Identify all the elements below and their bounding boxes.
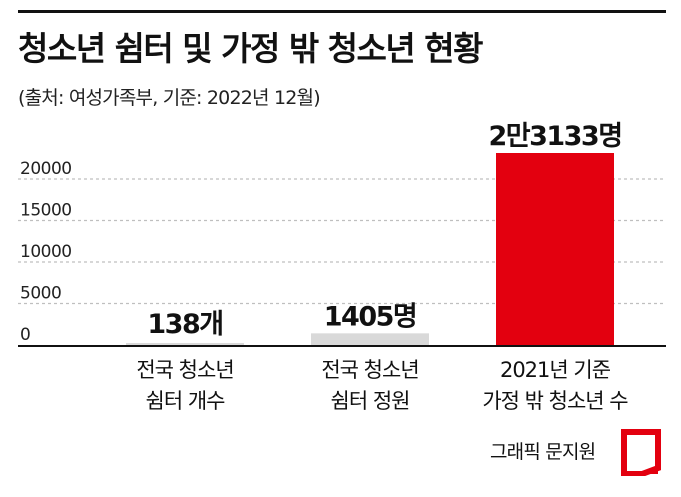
chart-title: 청소년 쉼터 및 가정 밖 청소년 현황	[18, 29, 483, 68]
bar-1	[311, 333, 429, 345]
y-tick-label-15000: 15000	[20, 201, 72, 221]
bar-2	[496, 153, 614, 345]
y-tick-label-20000: 20000	[20, 159, 72, 179]
top-rule	[18, 10, 666, 13]
data-label-1: 1405명	[324, 301, 417, 332]
y-tick-label-10000: 10000	[20, 242, 72, 262]
data-label-0: 138개	[147, 309, 222, 340]
category-label-0-1: 쉼터 개수	[146, 389, 226, 413]
y-tick-label-5000: 5000	[20, 284, 61, 304]
category-label-2-0: 2021년 기준	[500, 358, 611, 382]
chart-subtitle: (출처: 여성가족부, 기준: 2022년 12월)	[18, 87, 321, 109]
category-label-0-0: 전국 청소년	[136, 358, 233, 382]
category-label-1-0: 전국 청소년	[321, 358, 418, 382]
bar-0	[126, 343, 244, 345]
category-label-1-1: 쉼터 정원	[331, 389, 410, 413]
category-label-2-1: 가정 밖 청소년 수	[482, 389, 628, 413]
y-tick-label-0: 0	[20, 325, 30, 345]
data-label-2: 2만3133명	[488, 121, 621, 152]
graphic-credit: 그래픽 문지원	[490, 441, 596, 463]
brand-logo-icon	[621, 429, 661, 476]
